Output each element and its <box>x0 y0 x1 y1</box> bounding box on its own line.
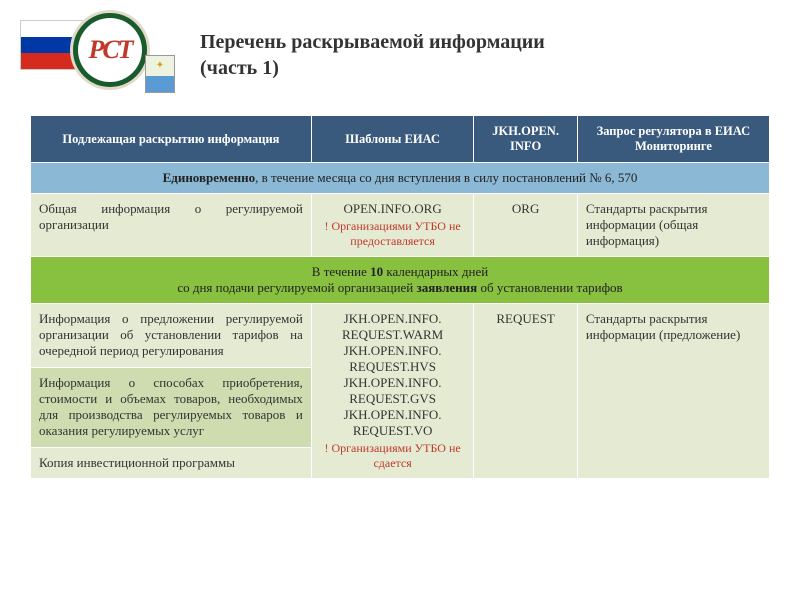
template-note: ! Организациями УТБО не сдается <box>320 441 466 471</box>
cell-jkh: ORG <box>474 194 577 257</box>
template-code: OPEN.INFO.ORG <box>343 201 441 216</box>
col-header-request: Запрос регулятора в ЕИАС Мониторинге <box>577 116 769 163</box>
disclosure-table: Подлежащая раскрытию информация Шаблоны … <box>30 115 770 479</box>
cell-info: Информация о способах приобретения, стои… <box>31 367 312 447</box>
section1-rest: , в течение месяца со дня вступления в с… <box>255 170 637 185</box>
page-title-line1: Перечень раскрываемой информации <box>200 31 545 53</box>
section1-bold: Единовременно <box>163 170 256 185</box>
template-code: JKH.OPEN.INFO. REQUEST.WARM <box>320 311 466 343</box>
region-flag-icon: ✦ <box>145 55 175 93</box>
section2-l1c: календарных дней <box>383 264 488 279</box>
table-header-row: Подлежащая раскрытию информация Шаблоны … <box>31 116 770 163</box>
cell-request-merged: Стандарты раскрытия информации (предложе… <box>577 304 769 479</box>
section2-l2b: заявления <box>417 280 478 295</box>
rst-logo-text: РСТ <box>78 18 142 82</box>
section2-l1a: В течение <box>312 264 370 279</box>
section2-l2a: со дня подачи регулируемой организацией <box>177 280 416 295</box>
title-block: Перечень раскрываемой информации (часть … <box>200 29 780 81</box>
cell-template: OPEN.INFO.ORG ! Организациями УТБО не пр… <box>311 194 474 257</box>
template-code: JKH.OPEN.INFO. REQUEST.VO <box>320 407 466 439</box>
cell-info: Копия инвестиционной программы <box>31 447 312 478</box>
col-header-templates: Шаблоны ЕИАС <box>311 116 474 163</box>
logo-block: РСТ ✦ <box>20 10 180 100</box>
section-row-immediate: Единовременно, в течение месяца со дня в… <box>31 163 770 194</box>
template-code: JKH.OPEN.INFO. REQUEST.HVS <box>320 343 466 375</box>
section2-l1b: 10 <box>370 264 383 279</box>
table-row: Общая информация о регулируемой организа… <box>31 194 770 257</box>
section-row-tendays: В течение 10 календарных дней со дня под… <box>31 257 770 304</box>
cell-info: Общая информация о регулируемой организа… <box>31 194 312 257</box>
template-code: JKH.OPEN.INFO. REQUEST.GVS <box>320 375 466 407</box>
rst-logo: РСТ <box>70 10 150 90</box>
section2-l2c: об установлении тарифов <box>477 280 622 295</box>
header: РСТ ✦ Перечень раскрываемой информации (… <box>0 0 800 115</box>
cell-jkh-merged: REQUEST <box>474 304 577 479</box>
table-row: Информация о предложении регулируемой ор… <box>31 304 770 368</box>
col-header-info: Подлежащая раскрытию информация <box>31 116 312 163</box>
page-title-line2: (часть 1) <box>200 57 279 79</box>
template-note: ! Организациями УТБО не предоставляется <box>320 219 466 249</box>
col-header-jkh: JKH.OPEN. INFO <box>474 116 577 163</box>
cell-template-merged: JKH.OPEN.INFO. REQUEST.WARM JKH.OPEN.INF… <box>311 304 474 479</box>
cell-request: Стандарты раскрытия информации (общая ин… <box>577 194 769 257</box>
cell-info: Информация о предложении регулируемой ор… <box>31 304 312 368</box>
